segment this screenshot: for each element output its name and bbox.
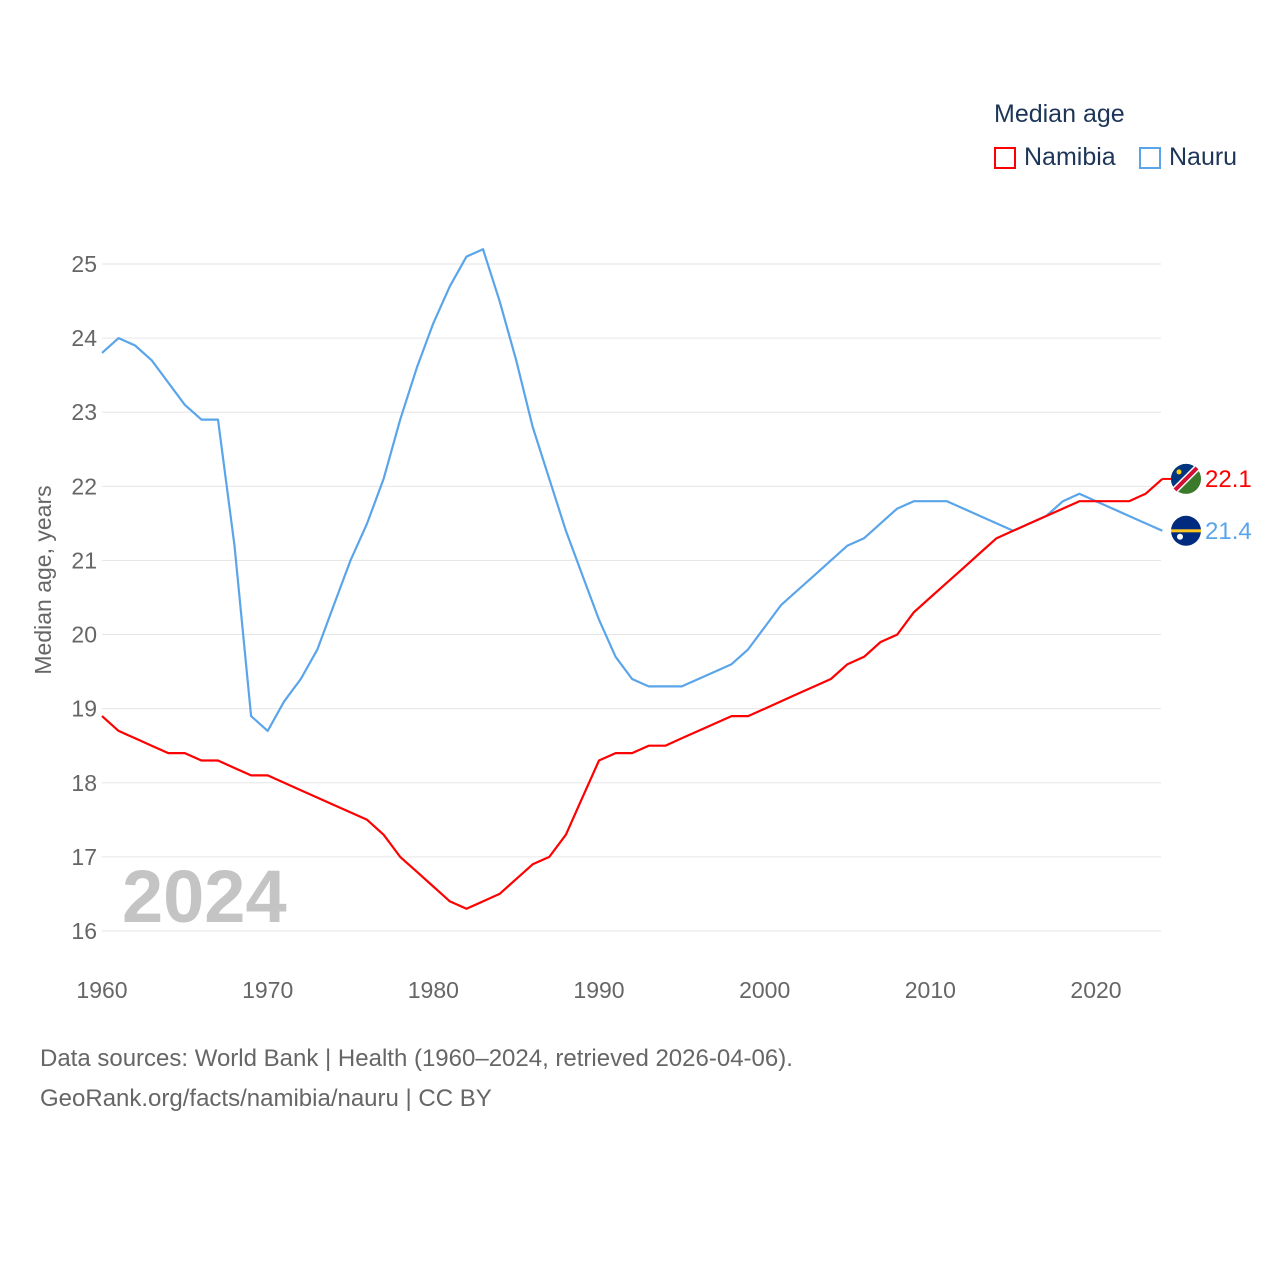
- legend-item-nauru[interactable]: Nauru: [1139, 143, 1237, 172]
- legend-title: Median age: [994, 100, 1125, 128]
- legend-swatch: [1139, 146, 1161, 169]
- y-tick-label: 19: [71, 696, 97, 722]
- flag-part: [1173, 466, 1199, 492]
- flag-part: [1171, 529, 1201, 533]
- series-line-namibia: [101, 478, 1164, 910]
- x-tick-label: 2000: [739, 977, 790, 1003]
- y-tick-label: 16: [71, 918, 97, 944]
- series-line-nauru: [101, 248, 1163, 733]
- x-tick-label: 1980: [408, 977, 459, 1003]
- y-tick-label: 25: [71, 251, 97, 277]
- legend-label: Nauru: [1169, 143, 1238, 171]
- y-axis-label: Median age, years: [30, 485, 56, 674]
- flag-part: [1176, 469, 1182, 475]
- y-tick-label: 22: [71, 473, 97, 499]
- y-tick-label: 21: [71, 547, 97, 573]
- source-text: Data sources: World Bank | Health (1960–…: [40, 1045, 793, 1072]
- y-tick-label: 18: [71, 770, 97, 796]
- legend-label: Namibia: [1024, 143, 1116, 171]
- x-tick-label: 2010: [905, 977, 956, 1003]
- x-tick-label: 1960: [76, 977, 127, 1003]
- x-tick-label: 1970: [242, 977, 293, 1003]
- legend-item-namibia[interactable]: Namibia: [994, 143, 1116, 172]
- x-tick-label: 2020: [1070, 977, 1121, 1003]
- year-watermark: 2024: [122, 855, 287, 938]
- source-link[interactable]: GeoRank.org/facts/namibia/nauru | CC BY: [40, 1085, 492, 1112]
- end-value-label-namibia: 22.1: [1205, 466, 1252, 493]
- y-tick-label: 24: [71, 325, 97, 351]
- end-value-label-nauru: 21.4: [1205, 518, 1252, 545]
- y-tick-label: 23: [71, 399, 97, 425]
- x-tick-label: 1990: [573, 977, 624, 1003]
- y-tick-label: 17: [71, 844, 97, 870]
- y-tick-label: 20: [71, 622, 97, 648]
- flag-part: [1177, 533, 1183, 540]
- legend-swatch: [994, 146, 1016, 169]
